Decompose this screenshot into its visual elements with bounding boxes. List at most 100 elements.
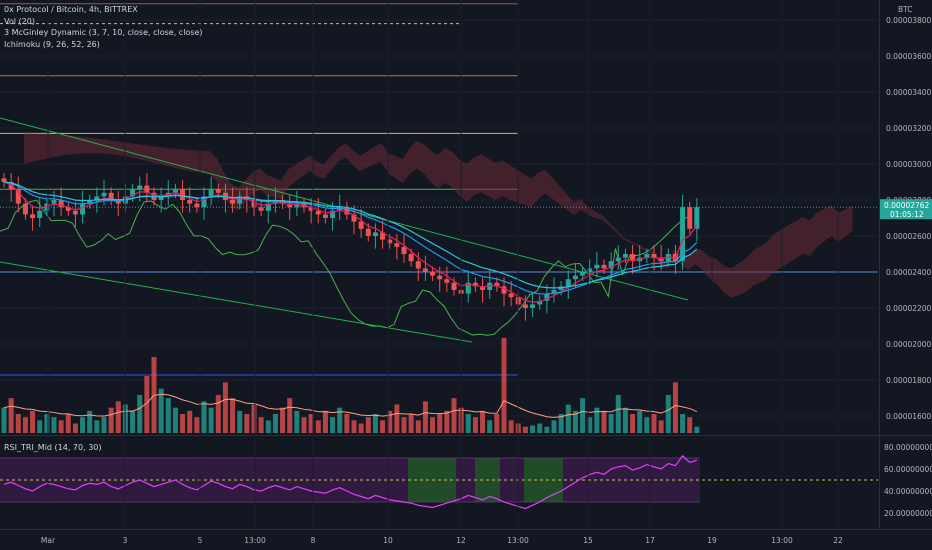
candle-body xyxy=(158,196,164,200)
volume-bar xyxy=(551,420,557,433)
candle-body xyxy=(572,275,578,280)
time-tick-label: 13:00 xyxy=(507,536,529,545)
candle-body xyxy=(187,200,193,204)
volume-bar xyxy=(472,417,478,433)
price-tick-label: 0.00003800 xyxy=(886,16,932,25)
candle-body xyxy=(130,189,136,197)
volume-bar xyxy=(508,420,514,433)
volume-bar xyxy=(694,426,700,433)
time-tick-label: 3 xyxy=(123,536,128,545)
volume-bar xyxy=(544,426,550,433)
candle-body xyxy=(401,246,407,254)
volume-bar xyxy=(608,414,614,433)
candle-body xyxy=(437,275,443,280)
candle-body xyxy=(194,203,200,208)
candle-body xyxy=(294,203,300,208)
countdown-label: 01:05:12 xyxy=(890,210,924,219)
volume-bar xyxy=(172,407,178,433)
candle-body xyxy=(215,189,221,193)
volume-bar xyxy=(272,414,278,433)
ichimoku-indicator-label[interactable]: Ichimoku (9, 26, 52, 26) xyxy=(4,39,100,49)
time-tick-label: 17 xyxy=(645,536,655,545)
price-tick-label: 0.00002600 xyxy=(886,232,932,241)
time-tick-label: 13:00 xyxy=(771,536,793,545)
volume-bar xyxy=(358,423,364,433)
price-tick-label: 0.00001600 xyxy=(886,412,932,421)
candle-body xyxy=(615,257,621,262)
candle-body xyxy=(1,178,7,182)
volume-bar xyxy=(337,407,343,433)
candle-body xyxy=(51,200,57,204)
volume-bar xyxy=(637,410,643,433)
rsi-indicator-label[interactable]: RSI_TRI_Mid (14, 70, 30) xyxy=(4,443,102,452)
volume-bar xyxy=(194,417,200,433)
candle-body xyxy=(58,200,64,208)
chart-legend: 0x Protocol / Bitcoin, 4h, BITTREX Vol (… xyxy=(4,4,203,50)
volume-bar xyxy=(480,410,486,433)
candle-body xyxy=(551,290,557,294)
volume-bar xyxy=(251,404,257,433)
volume-indicator-label[interactable]: Vol (20) xyxy=(4,16,35,26)
candle-body xyxy=(594,264,600,269)
candle-body xyxy=(330,210,336,218)
volume-bar xyxy=(558,414,564,433)
candle-body xyxy=(80,203,86,215)
candle-body xyxy=(444,279,450,283)
volume-bar xyxy=(680,414,686,433)
ichimoku-cloud xyxy=(24,133,853,298)
time-tick-label: 10 xyxy=(383,536,393,545)
volume-bar xyxy=(494,414,500,433)
volume-bar xyxy=(101,417,107,433)
mcginley-indicator-label[interactable]: 3 McGinley Dynamic (3, 7, 10, close, clo… xyxy=(4,28,203,37)
candle-body xyxy=(380,232,386,240)
time-tick-label: 19 xyxy=(707,536,717,545)
candle-body xyxy=(608,261,614,269)
volume-bar xyxy=(665,395,671,433)
candle-body xyxy=(480,286,486,290)
volume-bar xyxy=(622,407,628,433)
volume-bar xyxy=(594,407,600,433)
candle-body xyxy=(322,214,328,218)
volume-bar xyxy=(580,398,586,433)
candle-body xyxy=(522,304,528,308)
candle-body xyxy=(487,282,493,290)
candle-body xyxy=(108,192,114,200)
time-tick-label: 22 xyxy=(833,536,843,545)
candle-body xyxy=(587,268,593,272)
rsi-tick-label: 20.00000000 xyxy=(884,509,932,518)
volume-bar xyxy=(201,401,207,433)
candle-body xyxy=(387,239,393,244)
volume-bar xyxy=(530,425,536,433)
candle-body xyxy=(422,268,428,272)
candle-body xyxy=(680,207,686,262)
volume-bar xyxy=(501,338,507,433)
candle-body xyxy=(37,210,43,218)
volume-bar xyxy=(287,398,293,433)
candle-body xyxy=(565,279,571,287)
volume-bar xyxy=(265,420,271,433)
price-tick-label: 0.00003600 xyxy=(886,52,932,61)
candle-body xyxy=(201,196,207,208)
candle-body xyxy=(230,200,236,204)
candle-body xyxy=(15,189,21,204)
candle-body xyxy=(372,232,378,236)
candle-body xyxy=(430,272,436,276)
time-tick-label: 5 xyxy=(198,536,203,545)
volume-bar xyxy=(51,417,57,433)
volume-bar xyxy=(658,420,664,433)
volume-bar xyxy=(222,382,228,433)
volume-bar xyxy=(244,414,250,433)
volume-bar xyxy=(8,398,14,433)
candle-body xyxy=(315,210,321,215)
candle-body xyxy=(408,254,414,262)
volume-bar xyxy=(344,414,350,433)
price-tick-label: 0.00002000 xyxy=(886,340,932,349)
trend-line-lower xyxy=(0,261,473,343)
candle-body xyxy=(208,189,214,197)
volume-bar xyxy=(572,410,578,433)
candle-body xyxy=(694,207,700,229)
volume-bar xyxy=(630,414,636,433)
candle-body xyxy=(87,200,93,204)
candle-body xyxy=(172,189,178,193)
